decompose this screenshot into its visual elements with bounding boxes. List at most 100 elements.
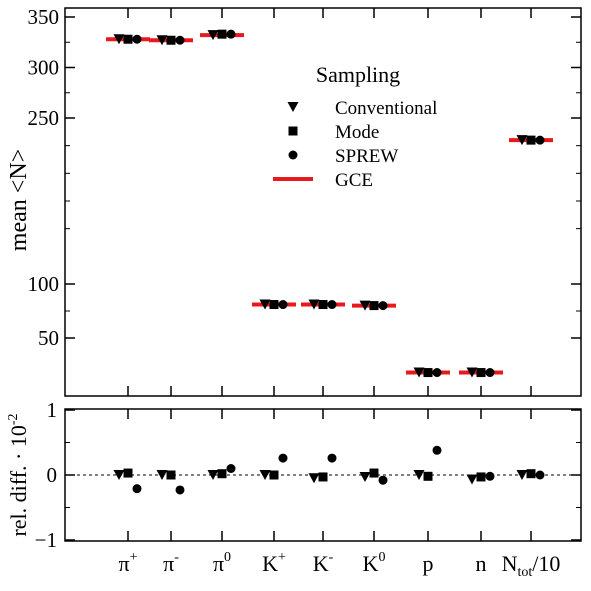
conventional-diff-point [516, 470, 528, 480]
sprew-diff-point [535, 470, 545, 480]
sprew-diff-point [327, 453, 337, 463]
sprew-point [132, 34, 142, 44]
bottom-panel: −1 0 1 rel. diff. · 10-2 [6, 398, 582, 552]
sprew-diff-point [278, 453, 288, 463]
conventional-point [308, 299, 320, 310]
x-tick-label: π+ [118, 550, 137, 576]
mode-point [526, 135, 536, 145]
mode-diff-point [423, 471, 433, 481]
conventional-point [207, 30, 219, 41]
x-tick-label-base: N [502, 551, 518, 576]
x-tick-label-base: K [262, 551, 278, 576]
mode-point [476, 368, 486, 378]
x-tick-label: p [423, 551, 434, 576]
mode-point [369, 301, 379, 311]
y-tick-label: 50 [38, 326, 59, 350]
bottom-y-axis-label-base: rel. diff. · 10 [6, 425, 31, 536]
mode-point [217, 29, 227, 39]
sprew-diff-point [175, 485, 185, 495]
x-tick-label-sup: - [174, 550, 179, 565]
sprew-point [278, 300, 288, 310]
conventional-point [113, 34, 125, 45]
sprew-diff-point [226, 464, 236, 473]
conventional-diff-point [156, 470, 168, 480]
sprew-point [485, 368, 495, 378]
legend-swatch-mode [288, 126, 298, 136]
legend-swatch-conventional [287, 102, 299, 112]
x-tick-label-sup: + [130, 550, 138, 565]
sprew-diff-point [378, 475, 388, 485]
conventional-point [466, 367, 478, 378]
top-data-marks [106, 29, 553, 378]
bottom-data-marks [113, 445, 545, 495]
mode-point [318, 300, 328, 310]
mode-diff-point [269, 470, 279, 480]
legend-swatch-sprew [288, 150, 298, 160]
sprew-point [535, 135, 545, 145]
mode-diff-point [123, 468, 133, 478]
y-tick-label: 100 [28, 272, 60, 296]
x-tick-label-base: K [363, 551, 379, 576]
x-tick-label-sup: - [329, 550, 334, 565]
x-tick-label-sup: + [278, 550, 286, 565]
x-tick-label: K0 [363, 550, 386, 576]
bottom-y-axis-label-exponent: -2 [6, 413, 21, 425]
x-tick-label-base: π [163, 551, 174, 576]
sprew-point [432, 368, 442, 378]
legend-label: Conventional [335, 98, 437, 119]
sprew-diff-point [432, 445, 442, 455]
x-tick-label: π- [163, 550, 179, 576]
conventional-diff-point [413, 470, 425, 480]
mode-diff-point [369, 468, 379, 478]
conventional-point [516, 135, 528, 146]
conventional-point [359, 300, 371, 311]
y-tick-label: 0 [47, 463, 58, 487]
sprew-point [175, 35, 185, 45]
x-tick-label-sup: 0 [378, 550, 385, 565]
sprew-point [378, 301, 388, 311]
mode-point [123, 34, 133, 44]
mode-diff-point [526, 469, 536, 479]
sprew-point [327, 300, 337, 310]
sprew-point [226, 29, 236, 39]
y-tick-label: 300 [28, 56, 60, 80]
x-tick-label-base: K [313, 551, 329, 576]
x-tick-label: n [476, 551, 487, 576]
bottom-y-axis-label: rel. diff. · 10-2 [6, 413, 31, 536]
conventional-diff-point [113, 470, 125, 480]
conventional-point [259, 299, 271, 310]
top-panel: 50 100 250 300 350 mean <N> Sampling Conventi… [6, 5, 582, 397]
conventional-point [413, 367, 425, 378]
legend-label: SPREW [335, 146, 398, 167]
mode-point [269, 300, 279, 310]
x-tick-label: Ntot/10 [502, 551, 561, 580]
x-tick-label: π0 [213, 550, 231, 576]
mode-diff-point [318, 472, 328, 482]
conventional-diff-point [259, 470, 271, 480]
legend: Sampling Conventional Mode SPREW GCE [273, 62, 437, 191]
x-tick-label-tail: /10 [532, 551, 560, 576]
mode-diff-point [166, 470, 176, 480]
x-axis-tick-labels: π+ π-π0 K+ K- K0 p n Ntot/10 [118, 550, 560, 580]
sprew-diff-point [132, 484, 142, 494]
y-tick-label: 1 [47, 398, 58, 422]
y-tick-label: 250 [28, 106, 60, 130]
mode-diff-point [217, 469, 227, 479]
top-y-axis: 50 100 250 300 350 [28, 5, 581, 396]
y-tick-label: 350 [28, 5, 60, 29]
legend-label: GCE [335, 170, 373, 191]
x-tick-label: K+ [262, 550, 286, 576]
mode-point [423, 368, 433, 378]
conventional-diff-point [359, 471, 371, 482]
x-tick-label-base: p [423, 551, 434, 576]
legend-title: Sampling [316, 62, 400, 87]
x-tick-label: K- [313, 550, 334, 576]
conventional-diff-point [207, 470, 219, 480]
conventional-point [156, 35, 168, 46]
x-tick-label-base: n [476, 551, 487, 576]
x-tick-label-sup: 0 [224, 550, 231, 565]
conventional-diff-point [308, 473, 320, 484]
x-tick-label-base: π [118, 551, 129, 576]
top-y-axis-label: mean <N> [6, 149, 32, 251]
